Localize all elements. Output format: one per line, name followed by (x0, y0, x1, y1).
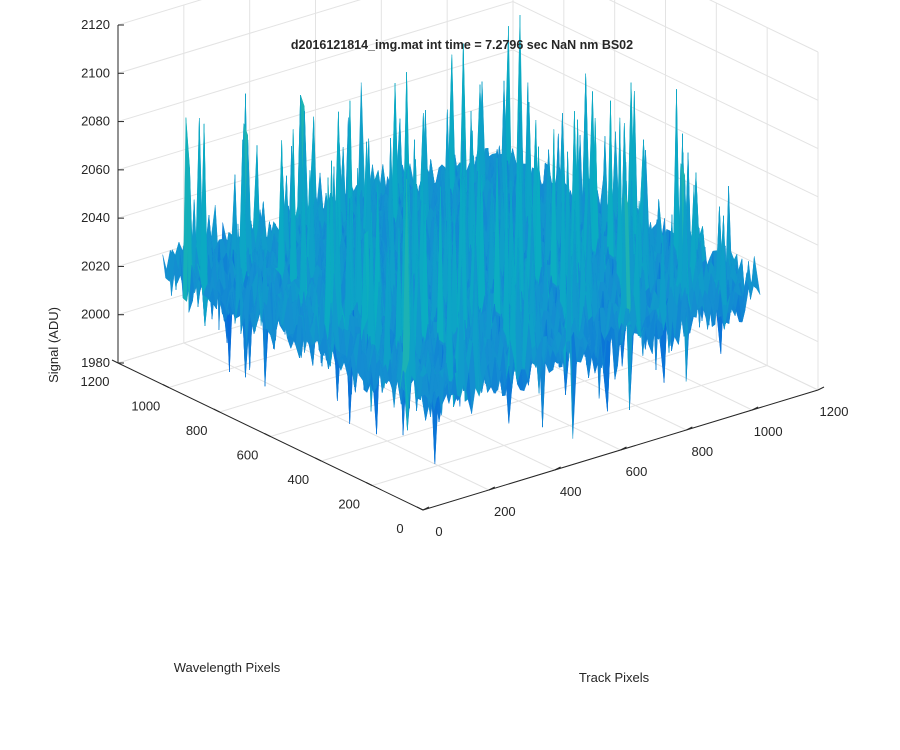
side-wall-grid-line (608, 0, 819, 101)
floor-grid-line (321, 340, 717, 462)
floor-grid-line (372, 365, 768, 486)
side-wall-grid-line (512, 1, 819, 150)
surface-data (162, 14, 761, 465)
back-wall-grid-line (117, 49, 514, 171)
side-wall-grid-line (512, 49, 819, 198)
side-wall-grid-line (708, 0, 819, 53)
back-wall-grid-line (117, 0, 361, 74)
side-wall-grid-line (512, 97, 819, 246)
back-wall-grid-line (117, 1, 514, 123)
back-wall-grid-line (117, 0, 203, 26)
surface-patch (606, 100, 614, 269)
